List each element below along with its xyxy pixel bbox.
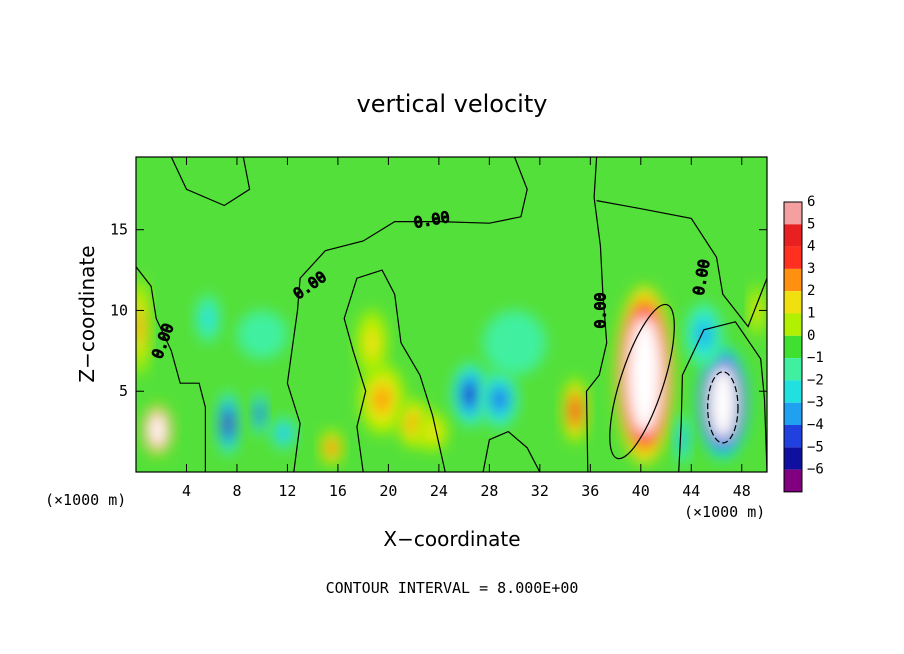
saturated-core xyxy=(149,413,166,447)
field-cell xyxy=(136,278,150,376)
colorbar-swatch xyxy=(784,425,802,448)
contour-zero xyxy=(585,157,608,472)
x-tick-label: 44 xyxy=(682,482,700,500)
field-cell xyxy=(480,370,519,429)
colorbar-label: −3 xyxy=(807,395,824,411)
field-cell xyxy=(615,286,674,464)
contour-zero xyxy=(596,200,767,328)
colorbar-label: 1 xyxy=(807,306,815,322)
colorbar-swatch xyxy=(784,291,802,314)
saturated-core xyxy=(628,317,661,433)
field-cell xyxy=(451,362,490,427)
saturated-core xyxy=(708,365,737,440)
colorbar-swatch xyxy=(784,268,802,292)
colorbar-label: −6 xyxy=(807,462,824,478)
contour-negative xyxy=(707,371,739,444)
x-tick-label: 28 xyxy=(480,482,498,500)
x-tick-label: 4 xyxy=(182,482,191,500)
colorbar-label: 4 xyxy=(807,239,815,255)
contour-positive xyxy=(609,303,675,460)
contour-zero xyxy=(286,157,528,472)
colorbar-swatch xyxy=(784,224,802,247)
colorbar-label: −4 xyxy=(807,417,824,433)
x-axis-ticks: 4 8 12 16 20 24 28 32 36 40 44 48 xyxy=(182,157,751,500)
colorbar-frame xyxy=(783,201,803,493)
colorbar-label: −2 xyxy=(807,372,824,388)
x-tick-label: 8 xyxy=(232,482,241,500)
y-tick-label: 5 xyxy=(119,382,128,400)
colorbar-swatch xyxy=(784,469,802,492)
plot-frame xyxy=(135,156,768,473)
colorbar-label: 0 xyxy=(807,328,815,344)
plot-area: 0.000.000.000.000.00 xyxy=(136,157,767,472)
contour-label: 0.00 xyxy=(591,292,609,328)
colorbar-swatch xyxy=(784,313,802,336)
contour-zero xyxy=(678,321,767,472)
field-cell xyxy=(356,310,388,376)
x-unit-left: (×1000 m) xyxy=(45,491,126,509)
colorbar-swatch xyxy=(784,447,802,470)
field-cell xyxy=(483,310,547,376)
colorbar-swatch xyxy=(784,380,802,403)
colorbar-label: 3 xyxy=(807,261,815,277)
x-tick-label: 20 xyxy=(379,482,397,500)
colorbar-swatch xyxy=(784,335,802,359)
contour-zero xyxy=(170,157,251,207)
colorbar-swatch xyxy=(784,202,802,225)
field-cell xyxy=(271,417,297,450)
contour-zero xyxy=(482,430,541,472)
colorbar-label: 6 xyxy=(807,194,815,210)
x-tick-label: 48 xyxy=(733,482,751,500)
field-cell xyxy=(697,346,749,460)
footer-contour-interval: CONTOUR INTERVAL = 8.000E+00 xyxy=(326,579,579,597)
x-tick-label: 24 xyxy=(430,482,448,500)
x-tick-label: 32 xyxy=(531,482,549,500)
x-tick-label: 36 xyxy=(581,482,599,500)
colorbar-label: −5 xyxy=(807,439,824,455)
field-cell xyxy=(195,294,221,343)
field-cell xyxy=(252,391,268,437)
y-axis-ticks: 5 10 15 xyxy=(110,221,767,400)
chart-title: vertical velocity xyxy=(357,90,548,118)
field-cell xyxy=(562,378,588,443)
colorbar-swatch xyxy=(784,402,802,425)
colorbar-swatch xyxy=(784,246,802,269)
field-cell xyxy=(359,363,405,435)
y-axis-label: Z−coordinate xyxy=(75,245,99,382)
field-cell xyxy=(236,310,288,359)
x-axis-label: X−coordinate xyxy=(383,527,520,551)
field-cell xyxy=(216,391,240,456)
x-tick-label: 12 xyxy=(278,482,296,500)
field-cell xyxy=(417,412,448,451)
contour-zero xyxy=(136,266,206,472)
field-cell xyxy=(320,430,343,466)
colorbar-label: −1 xyxy=(807,350,824,366)
y-tick-label: 15 xyxy=(110,221,128,239)
field-cell xyxy=(749,284,765,337)
colorbar-label: 5 xyxy=(807,216,815,232)
field-cell xyxy=(674,413,691,466)
colorbar-label: 2 xyxy=(807,283,815,299)
contour-zero xyxy=(343,269,446,472)
x-tick-label: 40 xyxy=(632,482,650,500)
y-tick-label: 10 xyxy=(110,301,128,319)
field-cell xyxy=(142,404,173,456)
colorbar: 6 5 4 3 2 1 0 −1 −2 −3 −4 −5 −6 xyxy=(783,194,824,493)
colorbar-swatch xyxy=(784,358,802,381)
x-tick-label: 16 xyxy=(329,482,347,500)
x-unit-right: (×1000 m) xyxy=(684,503,765,521)
